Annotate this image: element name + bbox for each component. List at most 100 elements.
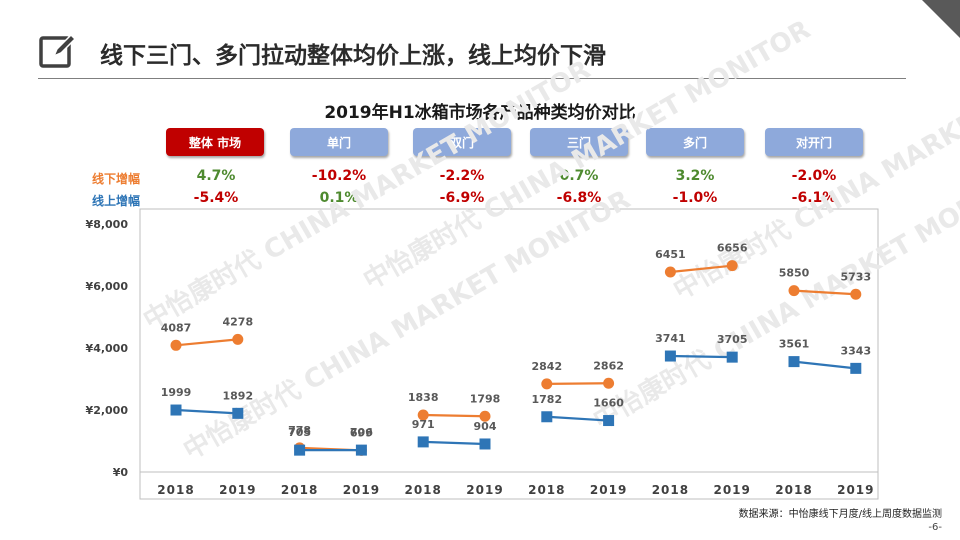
x-tick-label: 2018 — [652, 483, 689, 497]
y-tick-label: ¥8,000 — [86, 218, 129, 231]
online-data-point — [294, 444, 306, 456]
offline-growth-value: -2.2% — [439, 168, 485, 184]
segment-button-multi-door[interactable]: 多门 — [646, 128, 744, 156]
y-tick-label: ¥4,000 — [86, 342, 129, 355]
data-label: 2862 — [593, 359, 624, 372]
y-tick-label: ¥6,000 — [86, 280, 129, 293]
segment-button-overall[interactable]: 整体 市场 — [166, 128, 264, 156]
title-divider — [38, 78, 906, 79]
x-tick-label: 2019 — [590, 483, 627, 497]
segment-button-side-by-side[interactable]: 对开门 — [765, 128, 863, 156]
data-label: 904 — [474, 420, 497, 433]
online-growth-value: 0.1% — [319, 190, 359, 206]
data-label: 6656 — [717, 242, 748, 255]
offline-growth-value: 0.7% — [559, 168, 599, 184]
page-number: -6- — [928, 522, 942, 533]
online-growth-value: -6.8% — [556, 190, 602, 206]
offline-growth-value: -2.0% — [791, 168, 837, 184]
data-label: 1999 — [161, 386, 192, 399]
online-data-point — [603, 415, 615, 427]
data-label: 5733 — [840, 270, 871, 283]
offline-growth-value: 4.7% — [196, 168, 236, 184]
data-label: 971 — [412, 418, 435, 431]
online-data-point — [850, 362, 862, 374]
offline-series-line — [670, 264, 733, 274]
offline-data-point — [850, 288, 862, 300]
online-data-point — [664, 350, 676, 362]
offline-data-point — [170, 339, 182, 351]
data-label: 3561 — [779, 338, 810, 351]
data-label: 1782 — [531, 393, 562, 406]
offline-data-point — [417, 409, 429, 421]
online-data-point — [355, 444, 367, 456]
x-tick-label: 2018 — [528, 483, 565, 497]
chart-title: 2019年H1冰箱市场各产品种类均价对比 — [324, 103, 636, 123]
data-label: 6451 — [655, 248, 686, 261]
x-tick-label: 2019 — [466, 483, 503, 497]
online-data-point — [479, 438, 491, 450]
online-data-point — [170, 404, 182, 416]
x-tick-label: 2018 — [157, 483, 194, 497]
data-label: 699 — [350, 426, 373, 439]
corner-decoration — [922, 0, 960, 38]
offline-growth-label: 线下增幅 — [92, 172, 141, 186]
data-label: 3343 — [840, 344, 871, 357]
data-label: 1838 — [408, 391, 439, 404]
watermark: 中怡康时代 CHINA MARKET MONITOR — [588, 154, 960, 436]
offline-data-point — [726, 260, 738, 272]
offline-growth-value: 3.2% — [675, 168, 715, 184]
segment-button-single-door[interactable]: 单门 — [290, 128, 388, 156]
x-tick-label: 2018 — [775, 483, 812, 497]
online-data-point — [726, 351, 738, 363]
data-label: 778 — [288, 424, 311, 437]
online-data-point — [417, 436, 429, 448]
offline-series-line — [793, 289, 856, 296]
x-tick-label: 2019 — [837, 483, 874, 497]
data-label: 4087 — [161, 321, 192, 334]
online-growth-value: -6.1% — [791, 190, 837, 206]
offline-data-point — [232, 333, 244, 345]
online-growth-value: -1.0% — [672, 190, 718, 206]
data-label: 706 — [350, 426, 373, 439]
online-growth-value: -5.4% — [193, 190, 239, 206]
offline-data-point — [541, 378, 553, 390]
offline-series-line — [175, 338, 238, 347]
x-tick-label: 2019 — [713, 483, 750, 497]
offline-growth-value: -10.2% — [311, 168, 367, 184]
offline-series-line — [546, 382, 609, 385]
data-label: 2842 — [531, 360, 562, 373]
online-data-point — [788, 356, 800, 368]
data-label: 705 — [288, 426, 311, 439]
offline-data-point — [788, 285, 800, 297]
page-title: 线下三门、多门拉动整体均价上涨，线上均价下滑 — [100, 43, 606, 69]
data-label: 5850 — [779, 267, 810, 280]
x-tick-label: 2018 — [404, 483, 441, 497]
data-source: 数据来源：中怡康线下月度/线上周度数据监测 — [738, 509, 942, 520]
y-tick-label: ¥0 — [113, 466, 129, 479]
online-data-point — [232, 407, 244, 419]
online-series-line — [175, 408, 238, 415]
offline-data-point — [479, 410, 491, 422]
offline-data-point — [664, 266, 676, 278]
online-growth-label: 线上增幅 — [92, 194, 141, 208]
online-growth-value: -6.9% — [439, 190, 485, 206]
online-series-line — [670, 354, 733, 359]
data-label: 1660 — [593, 397, 624, 410]
x-tick-label: 2019 — [343, 483, 380, 497]
offline-data-point — [603, 377, 615, 389]
edit-icon — [39, 33, 77, 68]
segment-button-double-door[interactable]: 双门 — [413, 128, 511, 156]
online-series-line — [423, 440, 486, 446]
data-label: 4278 — [222, 315, 253, 328]
y-tick-label: ¥2,000 — [86, 404, 129, 417]
data-label: 3741 — [655, 332, 686, 345]
segment-button-three-door[interactable]: 三门 — [530, 128, 628, 156]
online-series-line — [546, 415, 609, 422]
online-series-line — [793, 360, 856, 370]
x-tick-label: 2019 — [219, 483, 256, 497]
data-label: 1798 — [470, 392, 501, 405]
x-tick-label: 2018 — [281, 483, 318, 497]
data-label: 3705 — [717, 333, 748, 346]
data-label: 1892 — [222, 389, 253, 402]
